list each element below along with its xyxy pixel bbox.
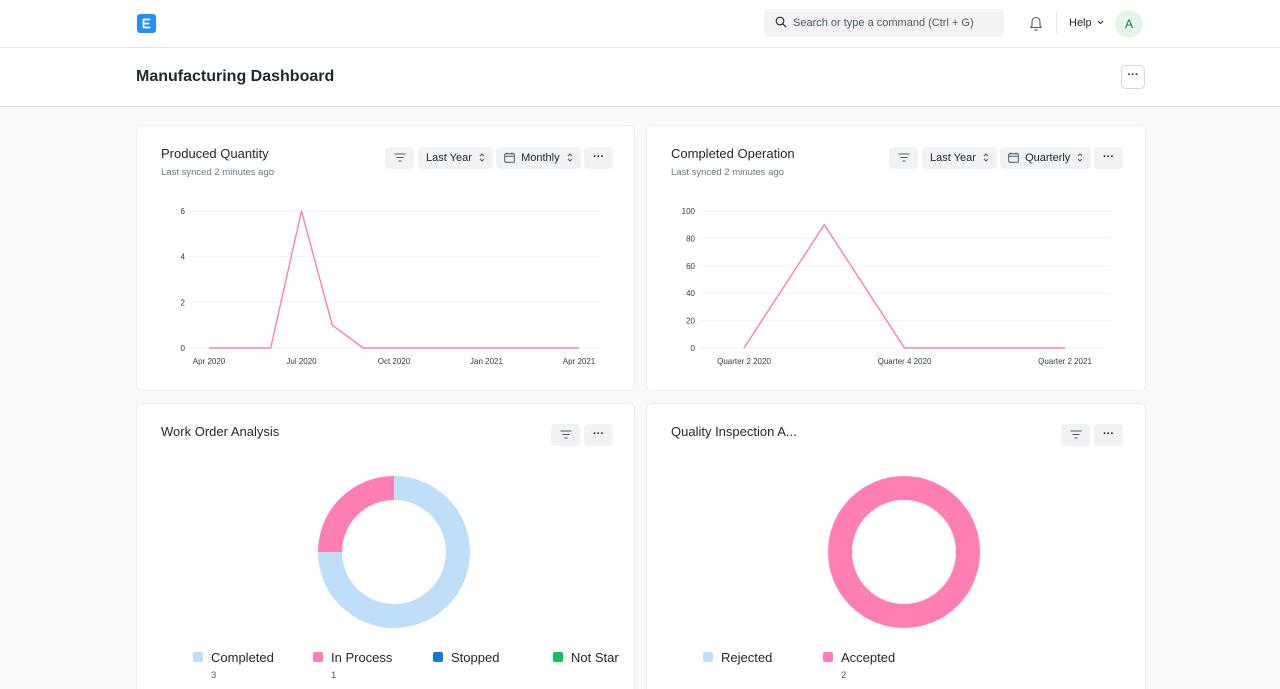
app-logo[interactable] [137, 14, 156, 33]
sort-arrows-icon [1078, 153, 1083, 162]
legend-swatch [823, 652, 833, 662]
time-range-label: Last Year [930, 152, 976, 164]
calendar-icon [504, 152, 515, 163]
legend-swatch [703, 652, 713, 662]
y-tick-label: 80 [686, 234, 695, 243]
chart-legend: Completed 3 In Process 1 Stopped Not Sta… [137, 404, 619, 689]
filter-button[interactable] [1061, 424, 1090, 446]
card-title: Work Order Analysis [161, 424, 280, 439]
legend-label: Accepted [841, 650, 896, 665]
series-line [209, 210, 579, 349]
x-tick-label: Oct 2020 [378, 357, 411, 366]
time-interval-label: Quarterly [1025, 152, 1071, 164]
legend-label: Not Started [571, 650, 619, 665]
x-tick-label: Apr 2020 [193, 357, 226, 366]
sort-arrows-icon [567, 153, 573, 162]
help-label: Help [1069, 17, 1092, 29]
work-order-donut-chart [318, 476, 470, 628]
filter-button[interactable] [385, 147, 414, 169]
legend-swatch [433, 652, 443, 662]
x-tick-label: Apr 2021 [563, 357, 596, 366]
quality-inspection-donut-chart [828, 476, 980, 628]
completed-operation-line-chart: 0 20 40 60 80 100 Quarter 2 2020 Quarter 4 2020… [682, 207, 1111, 366]
navbar: Help A [0, 0, 1280, 48]
legend-swatch [313, 652, 323, 662]
time-interval-select[interactable]: Quarterly [1000, 147, 1092, 169]
y-tick-label: 100 [682, 207, 696, 216]
x-tick-label: Quarter 2 2020 [717, 357, 771, 366]
time-range-select[interactable]: Last Year [922, 147, 997, 169]
produced-quantity-card: Produced Quantity Last synced 2 minutes … [136, 125, 635, 391]
card-menu-button[interactable]: ··· [584, 424, 613, 446]
card-menu-button[interactable]: ··· [1094, 147, 1123, 169]
y-tick-label: 60 [686, 262, 695, 271]
legend-value: 2 [841, 670, 847, 681]
donut-slice-accepted [828, 476, 980, 628]
card-menu-button[interactable]: ··· [1094, 424, 1123, 446]
x-tick-label: Quarter 2 2021 [1038, 357, 1092, 366]
y-tick-label: 0 [181, 344, 186, 353]
erpnext-logo-icon [142, 18, 151, 29]
legend-value: 3 [211, 670, 217, 681]
time-interval-label: Monthly [521, 152, 560, 164]
search-icon [775, 16, 787, 28]
y-tick-label: 20 [686, 317, 695, 326]
navbar-divider [1056, 12, 1057, 34]
x-tick-label: Jan 2021 [470, 357, 503, 366]
card-title: Completed Operation [671, 146, 795, 161]
filter-icon [560, 430, 571, 439]
donut-slice-in-process [318, 476, 395, 553]
legend-label: Stopped [451, 650, 500, 665]
sort-arrows-icon [479, 153, 485, 162]
work-order-analysis-card: Work Order Analysis ··· Completed 3 In P… [136, 403, 635, 689]
donut-slice-completed [318, 476, 470, 628]
chevron-down-icon [1097, 20, 1104, 25]
x-tick-label: Quarter 4 2020 [878, 357, 932, 366]
y-tick-label: 40 [686, 289, 695, 298]
filter-button[interactable] [551, 424, 580, 446]
y-tick-label: 6 [181, 207, 186, 216]
time-range-label: Last Year [426, 152, 472, 164]
legend-value: 1 [331, 670, 337, 681]
legend-label: In Process [331, 650, 393, 665]
y-tick-label: 0 [691, 344, 696, 353]
series-line [743, 223, 1065, 349]
notification-bell-icon[interactable] [1029, 15, 1043, 31]
filter-icon [898, 153, 909, 162]
x-tick-label: Jul 2020 [286, 357, 317, 366]
user-avatar[interactable]: A [1115, 10, 1143, 38]
last-synced-text: Last synced 2 minutes ago [161, 167, 275, 178]
legend-swatch [553, 652, 563, 662]
search-bar[interactable] [764, 9, 1004, 37]
page-menu-button[interactable]: ··· [1121, 65, 1145, 89]
page-head: Manufacturing Dashboard ··· [0, 48, 1280, 107]
card-title: Quality Inspection A... [671, 424, 797, 439]
filter-icon [1070, 430, 1081, 439]
card-title: Produced Quantity [161, 146, 269, 161]
legend-swatch [193, 652, 203, 662]
y-tick-label: 2 [181, 298, 186, 307]
filter-button[interactable] [889, 147, 918, 169]
sort-arrows-icon [983, 153, 989, 162]
completed-operation-card: Completed Operation Last synced 2 minute… [646, 125, 1146, 391]
legend-label: Completed [211, 650, 274, 665]
card-menu-button[interactable]: ··· [584, 147, 613, 169]
produced-quantity-line-chart: 0 2 4 6 Apr 2020 Jul 2020 Oct 2020 Jan 2021 Apr … [181, 207, 601, 366]
page-title: Manufacturing Dashboard [136, 68, 335, 85]
time-interval-select[interactable]: Monthly [496, 147, 581, 169]
calendar-icon [1008, 152, 1019, 163]
search-input[interactable] [793, 9, 998, 37]
quality-inspection-card: Quality Inspection A... ··· Rejected Acc… [646, 403, 1146, 689]
last-synced-text: Last synced 2 minutes ago [671, 167, 785, 178]
help-dropdown[interactable]: Help [1069, 17, 1104, 29]
filter-icon [394, 153, 405, 162]
time-range-select[interactable]: Last Year [418, 147, 493, 169]
y-tick-label: 4 [181, 253, 186, 262]
legend-label: Rejected [721, 650, 773, 665]
